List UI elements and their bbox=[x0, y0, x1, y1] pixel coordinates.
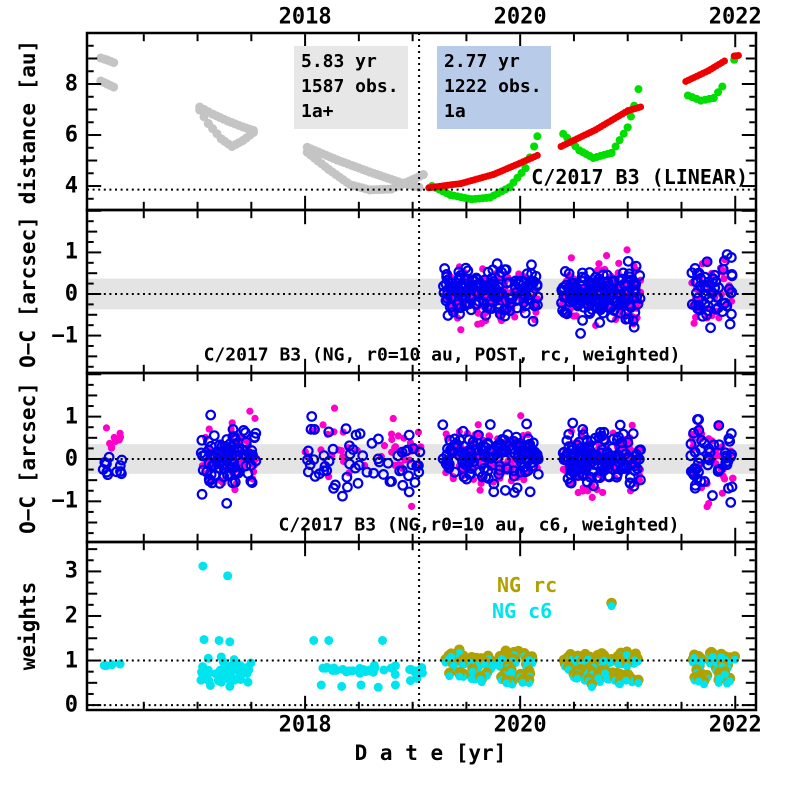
legend-item-ng-rc: NG rc bbox=[497, 573, 558, 597]
ytick-p0-0: 4 bbox=[64, 173, 78, 199]
annotation-box-1: 2.77 yr 1222 obs. 1a bbox=[437, 46, 551, 129]
y-axis-title-weights: weights bbox=[16, 581, 40, 671]
ytick-p3-0: 0 bbox=[64, 692, 78, 718]
ytick-p1-2: 1 bbox=[64, 239, 78, 265]
annotation-line: 1a bbox=[444, 101, 466, 122]
annotation-line: 1587 obs. bbox=[301, 76, 399, 97]
annotation-line: 1222 obs. bbox=[444, 76, 542, 97]
xtick-bottom-0: 2018 bbox=[278, 712, 332, 738]
annotation-line: 1a+ bbox=[301, 101, 334, 122]
xtick-bottom-2: 2022 bbox=[708, 712, 762, 738]
ytick-p2-0: −1 bbox=[51, 488, 79, 514]
xtick-bottom-1: 2020 bbox=[493, 712, 547, 738]
panel-label-2: C/2017 B3 (NG,r0=10 au, c6, weighted) bbox=[278, 514, 680, 536]
y-axis-title-oc-rc: O−C [arcsec] bbox=[16, 215, 40, 368]
legend-item-ng-c6: NG c6 bbox=[492, 599, 553, 623]
ytick-p2-2: 1 bbox=[64, 404, 78, 430]
xtick-top-2: 2022 bbox=[708, 4, 762, 30]
annotation-line: 5.83 yr bbox=[301, 51, 377, 72]
y-axis-title-distance: distance [au] bbox=[16, 39, 40, 204]
panel-label-1: C/2017 B3 (NG, r0=10 au, POST, rc, weigh… bbox=[203, 344, 681, 366]
ytick-p3-3: 3 bbox=[64, 558, 78, 584]
ytick-p0-2: 8 bbox=[64, 71, 78, 97]
ytick-p3-2: 2 bbox=[64, 603, 78, 629]
ytick-p1-0: −1 bbox=[51, 323, 79, 349]
xtick-top-1: 2020 bbox=[493, 4, 547, 30]
ytick-p2-1: 0 bbox=[64, 446, 78, 472]
ytick-p1-1: 0 bbox=[64, 281, 78, 307]
xtick-top-0: 2018 bbox=[278, 4, 332, 30]
y-axis-title-oc-c6: O−C [arcsec] bbox=[16, 381, 40, 534]
panel-label-0: C/2017 B3 (LINEAR) bbox=[531, 165, 748, 189]
ytick-p0-1: 6 bbox=[64, 122, 78, 148]
annotation-box-0: 5.83 yr 1587 obs. 1a+ bbox=[294, 46, 408, 129]
x-axis-label: D a t e [yr] bbox=[354, 741, 507, 765]
ytick-p3-1: 1 bbox=[64, 648, 78, 674]
annotation-line: 2.77 yr bbox=[444, 51, 520, 72]
